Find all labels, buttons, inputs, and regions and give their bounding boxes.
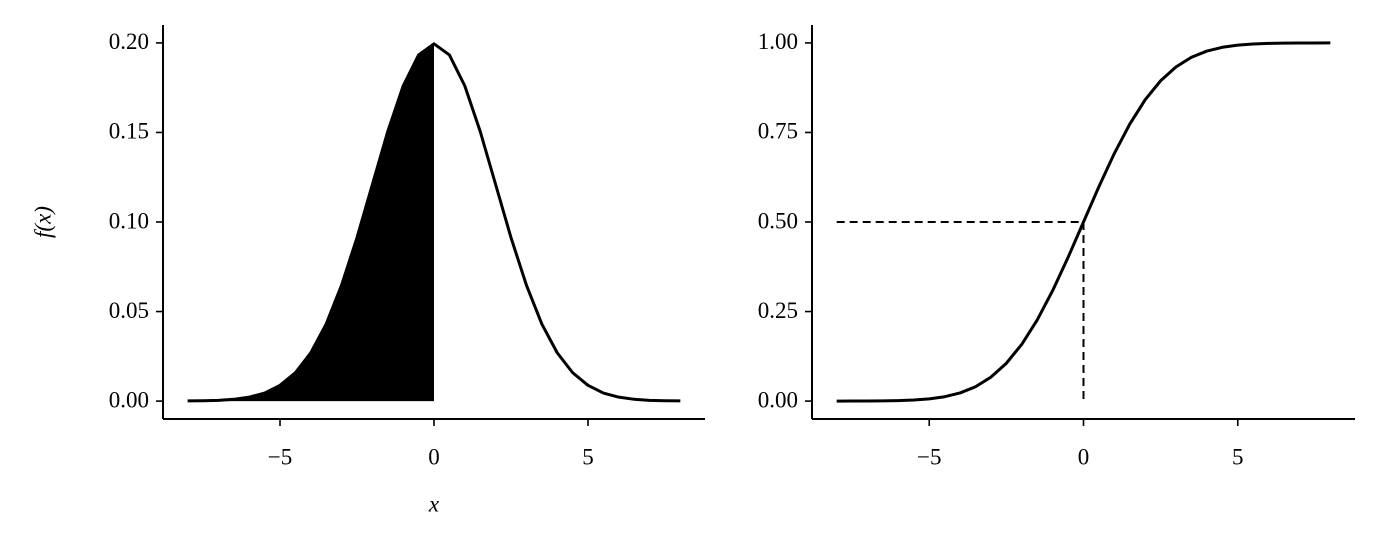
x-axis-label: x bbox=[428, 491, 440, 516]
y-axis-label: f(x) bbox=[30, 206, 55, 238]
x-tick-label: 0 bbox=[428, 444, 440, 469]
x-tick-label: −5 bbox=[268, 444, 292, 469]
y-tick-label: 0.75 bbox=[758, 119, 798, 144]
y-tick-label: 0.10 bbox=[109, 208, 149, 233]
y-tick-label: 0.50 bbox=[758, 208, 798, 233]
y-tick-label: 0.00 bbox=[109, 387, 149, 412]
y-tick-label: 0.00 bbox=[758, 387, 798, 412]
y-tick-label: 0.20 bbox=[109, 29, 149, 54]
y-tick-label: 0.05 bbox=[109, 298, 149, 323]
curve bbox=[187, 42, 681, 403]
x-tick-label: 5 bbox=[582, 444, 594, 469]
x-tick-label: −5 bbox=[917, 444, 941, 469]
y-tick-label: 1.00 bbox=[758, 29, 798, 54]
curve bbox=[836, 41, 1331, 403]
x-tick-label: 5 bbox=[1232, 444, 1244, 469]
y-tick-label: 0.15 bbox=[109, 119, 149, 144]
shaded-area bbox=[187, 43, 434, 402]
x-tick-label: 0 bbox=[1078, 444, 1090, 469]
y-tick-label: 0.25 bbox=[758, 298, 798, 323]
